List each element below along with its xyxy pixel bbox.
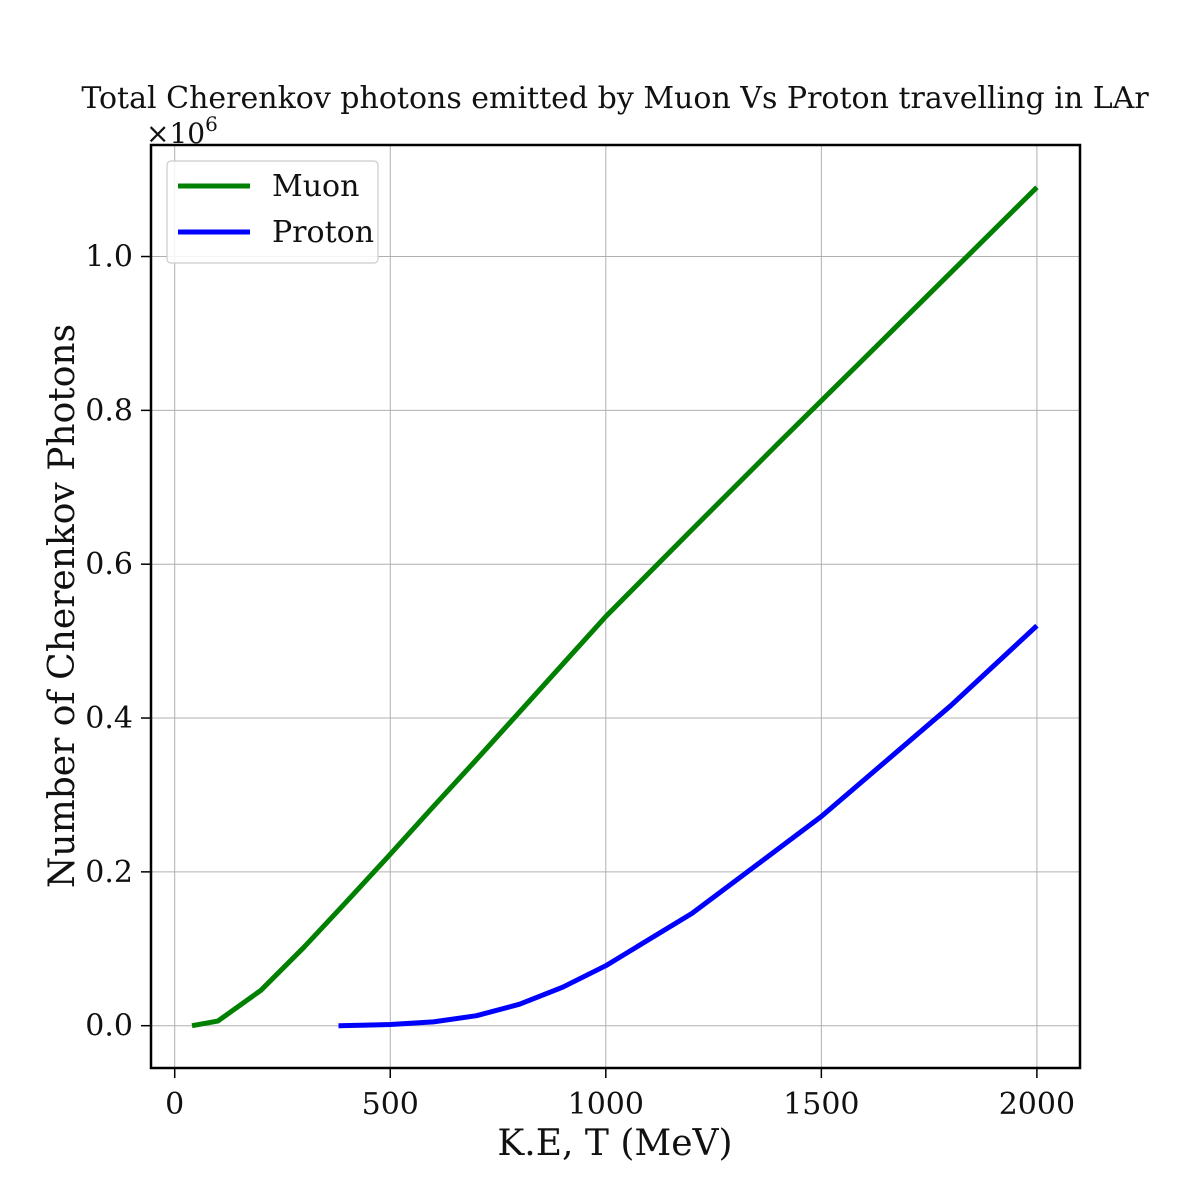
legend: Muon Proton bbox=[166, 160, 379, 264]
y-tick-label: 0.8 bbox=[85, 393, 133, 428]
y-tick-label: 1.0 bbox=[85, 240, 133, 275]
legend-label-proton: Proton bbox=[272, 215, 374, 250]
series-line-proton bbox=[338, 623, 1039, 1029]
legend-label-muon: Muon bbox=[272, 169, 359, 204]
x-tick-label: 1000 bbox=[568, 1087, 644, 1122]
x-axis: 0 500 1000 1500 2000 bbox=[165, 1068, 1075, 1122]
y-axis-label: Number of Cherenkov Photons bbox=[42, 324, 83, 888]
grid bbox=[151, 145, 1080, 1068]
y-axis: 0.0 0.2 0.4 0.6 0.8 1.0 bbox=[85, 240, 151, 1044]
y-tick-label: 0.4 bbox=[85, 701, 133, 736]
plot-frame bbox=[149, 143, 1082, 1070]
x-axis-label: K.E, T (MeV) bbox=[497, 1123, 732, 1164]
series-line-muon bbox=[191, 185, 1039, 1029]
y-offset-label: ×106 bbox=[146, 112, 218, 150]
y-tick-label: 0.6 bbox=[85, 547, 133, 582]
series-group bbox=[191, 185, 1039, 1029]
chart-title: Total Cherenkov photons emitted by Muon … bbox=[81, 81, 1149, 116]
x-tick-label: 500 bbox=[362, 1087, 419, 1122]
y-tick-label: 0.0 bbox=[85, 1009, 133, 1044]
x-tick-label: 0 bbox=[165, 1087, 184, 1122]
y-tick-label: 0.2 bbox=[85, 855, 133, 890]
x-tick-label: 1500 bbox=[783, 1087, 859, 1122]
y-offset-exponent: 6 bbox=[205, 112, 218, 136]
x-tick-label: 2000 bbox=[999, 1087, 1075, 1122]
y-offset-base: ×10 bbox=[146, 117, 205, 150]
